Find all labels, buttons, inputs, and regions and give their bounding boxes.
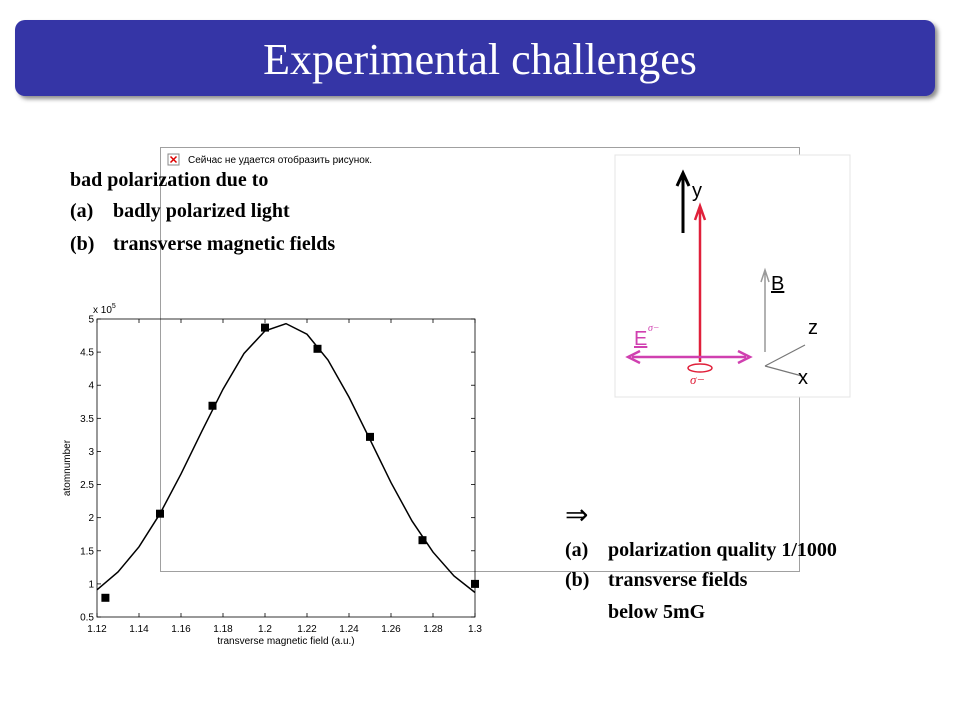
y-tick-label: 1 bbox=[88, 579, 94, 590]
list-item: transverse fields bbox=[608, 569, 748, 591]
data-point bbox=[418, 536, 427, 545]
y-axis-arrow bbox=[675, 169, 691, 233]
diagram-label: y bbox=[692, 180, 702, 202]
y-multiplier-base: x 10 bbox=[93, 305, 112, 316]
x-axis-label: transverse magnetic field (a.u.) bbox=[217, 636, 354, 647]
left-heading: bad polarization due to bbox=[70, 169, 268, 191]
diagram-label: x bbox=[798, 367, 808, 389]
y-tick-label: 5 bbox=[88, 315, 94, 326]
x-tick-label: 1.12 bbox=[87, 624, 107, 635]
data-point bbox=[261, 323, 269, 332]
data-point bbox=[313, 344, 322, 353]
zx-axes bbox=[764, 344, 806, 377]
x-tick-label: 1.28 bbox=[423, 624, 443, 635]
e-field-arrow bbox=[625, 349, 753, 365]
y-tick-label: 0.5 bbox=[80, 613, 94, 624]
x-tick-label: 1.14 bbox=[129, 624, 149, 635]
list-item-continuation: below 5mG bbox=[608, 601, 706, 623]
x-tick-label: 1.22 bbox=[297, 624, 317, 635]
diagram-label: σ− bbox=[648, 323, 660, 334]
y-tick-label: 3 bbox=[88, 447, 94, 458]
broken-image-cross bbox=[169, 155, 178, 164]
diagram-label: E bbox=[634, 328, 647, 350]
data-point bbox=[208, 401, 217, 410]
circular-arrow bbox=[687, 363, 713, 373]
title-bar bbox=[15, 20, 935, 96]
x-tick-label: 1.16 bbox=[171, 624, 191, 635]
list-marker: (a) bbox=[70, 200, 93, 222]
diagram-label: B bbox=[771, 273, 784, 295]
slide-title: Experimental challenges bbox=[263, 35, 697, 84]
list-marker: (b) bbox=[70, 233, 94, 255]
y-tick-label: 3.5 bbox=[80, 414, 94, 425]
b-arrow bbox=[760, 267, 770, 352]
implies-arrow: ⇒ bbox=[565, 500, 588, 531]
y-multiplier: x 105 bbox=[93, 303, 116, 316]
list-marker: (a) bbox=[565, 539, 588, 561]
x-tick-label: 1.24 bbox=[339, 624, 359, 635]
x-tick-label: 1.3 bbox=[468, 624, 482, 635]
plot-frame bbox=[96, 318, 476, 618]
x-tick-label: 1.26 bbox=[381, 624, 401, 635]
chart: x 105 transverse magnetic field (a.u.) a… bbox=[62, 303, 482, 647]
fit-curve bbox=[96, 322, 476, 594]
y-tick-label: 1.5 bbox=[80, 546, 94, 557]
y-tick-label: 4 bbox=[88, 381, 94, 392]
y-multiplier-exp: 5 bbox=[112, 303, 116, 310]
y-axis-label: atomnumber bbox=[62, 439, 73, 496]
x-tick-label: 1.18 bbox=[213, 624, 233, 635]
data-point bbox=[366, 432, 374, 441]
diagram-frame bbox=[614, 154, 851, 398]
data-point bbox=[471, 579, 479, 588]
image-placeholder-text: Сейчас не удается отобразить рисунок. bbox=[188, 154, 372, 166]
k-vector bbox=[693, 202, 707, 362]
diagram-label: z bbox=[808, 317, 818, 339]
y-tick-label: 2.5 bbox=[80, 480, 94, 491]
list-marker: (b) bbox=[565, 569, 589, 591]
list-item: transverse magnetic fields bbox=[113, 233, 335, 255]
list-item: polarization quality 1/1000 bbox=[608, 539, 837, 561]
diagram-label: σ− bbox=[690, 372, 705, 387]
y-tick-label: 2 bbox=[88, 513, 94, 524]
data-point bbox=[101, 593, 110, 602]
polarization-diagram: y B E σ− σ− z x bbox=[614, 154, 851, 398]
x-tick-label: 1.2 bbox=[258, 624, 272, 635]
y-tick-label: 4.5 bbox=[80, 348, 94, 359]
list-item: badly polarized light bbox=[113, 200, 290, 222]
